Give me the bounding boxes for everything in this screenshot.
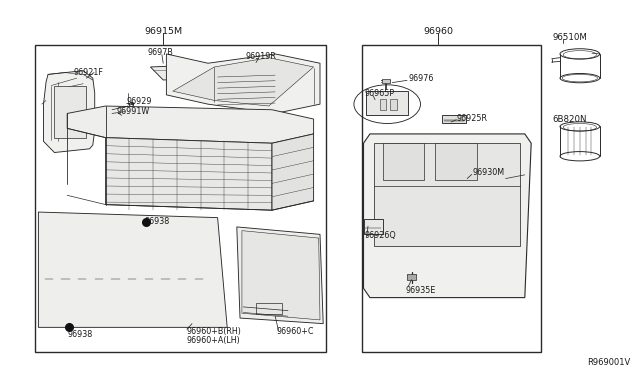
Polygon shape [272, 134, 314, 210]
Text: 96929: 96929 [127, 97, 152, 106]
Polygon shape [67, 106, 314, 143]
Polygon shape [237, 227, 323, 324]
Text: 96921F: 96921F [74, 68, 104, 77]
Polygon shape [106, 138, 272, 210]
Polygon shape [150, 65, 211, 80]
Bar [35, 45, 326, 352]
Bar [407, 274, 416, 280]
Bar [442, 115, 466, 123]
Text: 96965P: 96965P [365, 89, 395, 98]
Text: 96960+B(RH): 96960+B(RH) [187, 327, 242, 336]
Bar [390, 99, 397, 110]
Polygon shape [364, 134, 531, 298]
Text: 96510M: 96510M [552, 33, 587, 42]
Bar [380, 99, 386, 110]
Text: 96935E: 96935E [405, 286, 435, 295]
Text: 96960+C: 96960+C [276, 327, 314, 336]
Text: 96960: 96960 [424, 27, 453, 36]
Bar [364, 219, 383, 234]
Polygon shape [44, 71, 95, 153]
Text: 96938: 96938 [145, 217, 170, 226]
Text: 6B820N: 6B820N [552, 115, 587, 124]
Bar [256, 303, 282, 314]
Polygon shape [166, 54, 320, 113]
Text: 96991W: 96991W [116, 107, 150, 116]
Bar [374, 143, 520, 246]
Text: 96919R: 96919R [245, 52, 276, 61]
Text: R969001V: R969001V [587, 358, 630, 367]
Bar [366, 91, 408, 115]
Polygon shape [242, 231, 320, 320]
Bar [382, 79, 390, 83]
Polygon shape [173, 58, 314, 106]
Text: 96926Q: 96926Q [365, 231, 397, 240]
Text: 96915M: 96915M [144, 27, 182, 36]
Text: 96925R: 96925R [457, 114, 488, 123]
Text: 96960+A(LH): 96960+A(LH) [187, 336, 241, 344]
Text: 96976: 96976 [408, 74, 434, 83]
Bar [383, 143, 424, 180]
Text: 96930M: 96930M [472, 169, 504, 177]
Text: 9697B: 9697B [147, 48, 173, 57]
Polygon shape [38, 212, 227, 327]
Text: 96938: 96938 [67, 330, 92, 339]
Bar [435, 143, 477, 180]
Bar [54, 86, 86, 138]
Bar [362, 45, 541, 352]
